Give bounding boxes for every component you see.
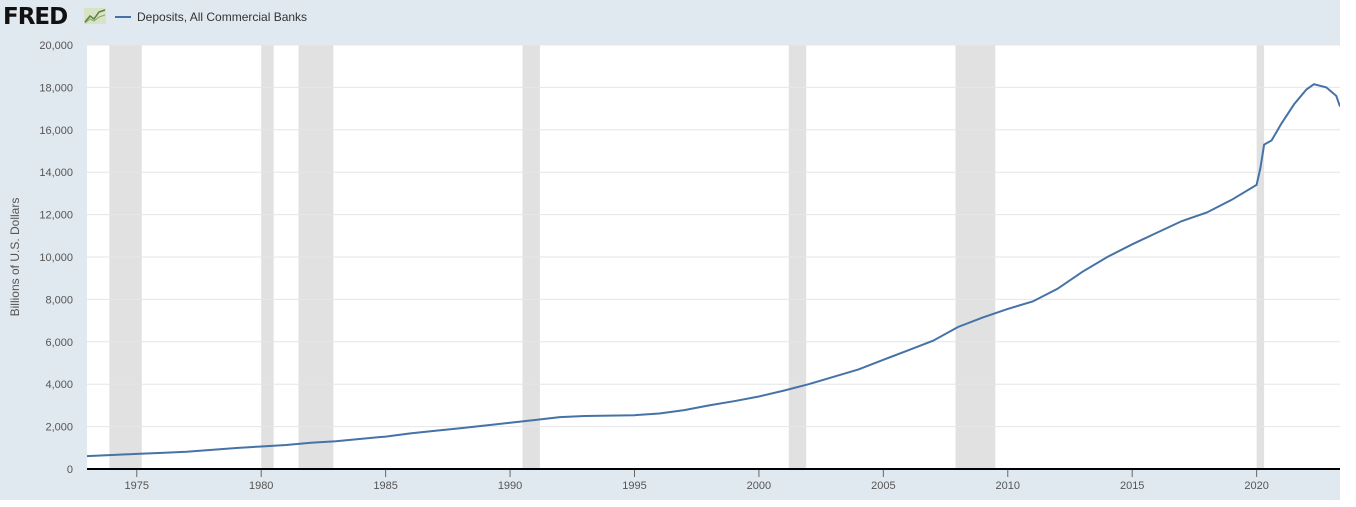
- y-tick-label: 8,000: [45, 294, 73, 306]
- y-axis-title: Billions of U.S. Dollars: [8, 198, 22, 317]
- x-tick-label: 2000: [747, 480, 771, 492]
- y-tick-label: 16,000: [39, 125, 73, 137]
- y-tick-label: 6,000: [45, 337, 73, 349]
- y-tick-label: 18,000: [39, 82, 73, 94]
- y-tick-label: 20,000: [39, 40, 73, 52]
- y-tick-label: 0: [67, 464, 73, 476]
- y-axis: 0 2,000 4,000 6,000 8,000 10,000 12,000 14,000 1…: [39, 40, 73, 476]
- x-tick-label: 1990: [498, 480, 522, 492]
- x-tick-label: 1995: [622, 480, 646, 492]
- chart-header: FRED Deposits, All Commercial Banks: [0, 0, 1340, 33]
- x-axis: 1975 1980 1985 1990 1995 2000 2005 2010 2015 2020: [125, 469, 1269, 492]
- legend-label: Deposits, All Commercial Banks: [137, 10, 308, 24]
- y-tick-label: 10,000: [39, 252, 73, 264]
- series-line-deposits[interactable]: [86, 83, 1340, 458]
- fred-logo[interactable]: FRED: [3, 4, 68, 30]
- x-tick-label: 1985: [373, 480, 397, 492]
- y-tick-label: 4,000: [45, 379, 73, 391]
- recession-bands: [109, 45, 1265, 469]
- x-tick-label: 2020: [1244, 480, 1268, 492]
- x-tick-label: 2015: [1120, 480, 1144, 492]
- legend[interactable]: Deposits, All Commercial Banks: [115, 8, 307, 26]
- x-tick-label: 2010: [996, 480, 1020, 492]
- chart-frame: FRED Deposits, All Commercial Banks 0 2,0…: [0, 0, 1340, 500]
- chart-area[interactable]: 0 2,000 4,000 6,000 8,000 10,000 12,000 14,000 1…: [0, 0, 1340, 500]
- legend-swatch: [115, 16, 131, 18]
- y-tick-label: 12,000: [39, 210, 73, 222]
- y-tick-label: 2,000: [45, 422, 73, 434]
- y-tick-label: 14,000: [39, 167, 73, 179]
- x-tick-label: 2005: [871, 480, 895, 492]
- x-tick-label: 1975: [125, 480, 149, 492]
- line-chart-icon: [84, 8, 106, 24]
- gridlines: [87, 44, 1340, 428]
- x-tick-label: 1980: [249, 480, 273, 492]
